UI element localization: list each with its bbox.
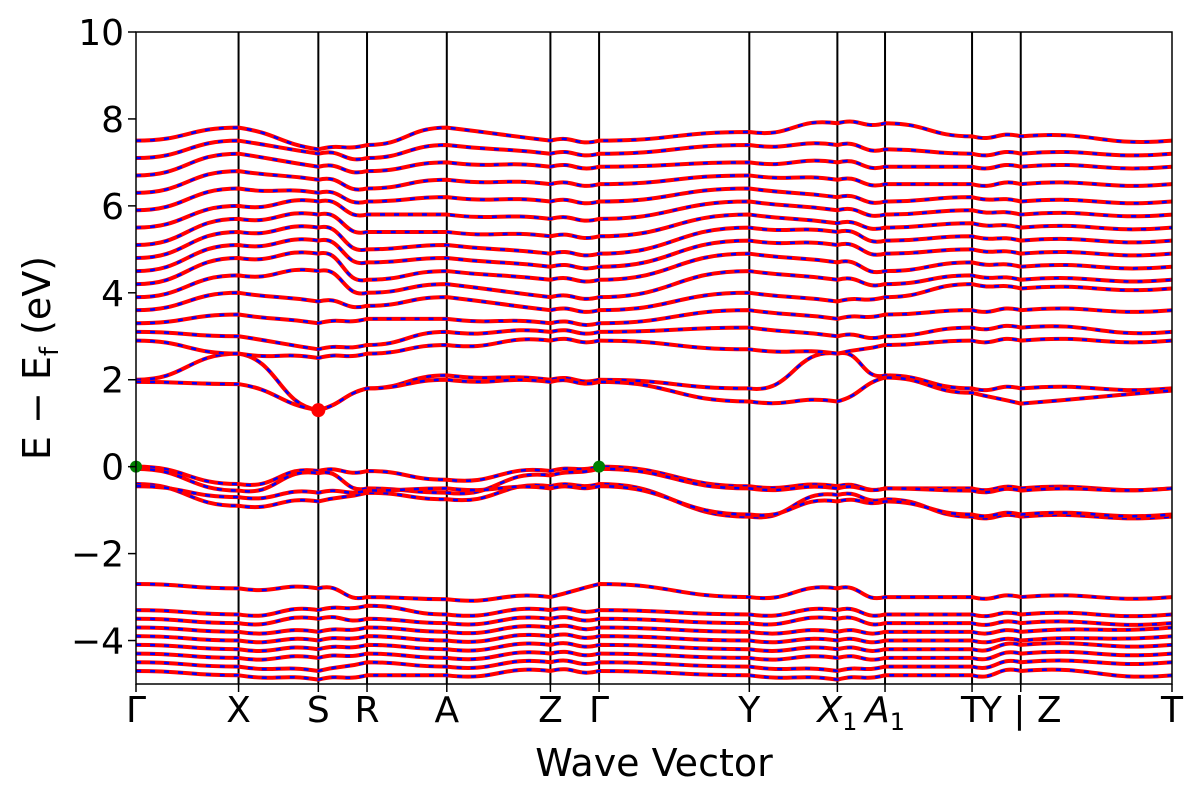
band-line-dashed-20 <box>136 120 1172 151</box>
x-tick-label-4: A <box>434 690 459 731</box>
x-tick-label-11: Y | Z <box>979 690 1062 731</box>
x-tick-label-0: Γ <box>126 690 146 731</box>
band-line-dashed-8 <box>136 307 1172 327</box>
band-line-dashed-12 <box>136 238 1172 273</box>
x-tick-label-2: S <box>307 690 330 731</box>
band-line-dashed-28 <box>136 659 1172 673</box>
y-axis-title-main: E − E <box>15 356 59 460</box>
x-tick-label-12: T <box>1160 690 1184 731</box>
y-axis-ticks: 10 8 6 4 2 0 −2 −4 <box>71 13 136 663</box>
band-line-dashed-26 <box>136 641 1172 653</box>
band-extrema-markers <box>130 403 606 473</box>
y-tick-label-7: −4 <box>71 622 124 663</box>
band-line-dashed-14 <box>136 212 1172 247</box>
vbm-marker-1 <box>593 460 606 473</box>
band-line-dashed-11 <box>136 251 1172 286</box>
band-line-dashed-10 <box>136 268 1172 301</box>
band-line-dashed-18 <box>136 152 1172 177</box>
x-tick-label-7: Y <box>737 690 761 731</box>
band-line-dashed-7 <box>136 324 1172 351</box>
y-axis-title-unit: (eV) <box>15 256 59 347</box>
x-axis-title: Wave Vector <box>535 741 773 785</box>
y-tick-label-3: 4 <box>101 274 124 315</box>
cbm-marker <box>311 403 326 418</box>
band-line-dashed-17 <box>136 169 1172 195</box>
band-line-dashed-6 <box>136 337 1172 360</box>
band-lines <box>136 119 1172 682</box>
band-line-dashed-5 <box>136 484 1172 518</box>
x-tick-label-3: R <box>355 690 380 731</box>
band-line-dashed-27 <box>136 650 1172 661</box>
y-axis-title: E − Ef (eV) <box>15 256 65 460</box>
y-tick-label-1: 8 <box>101 100 124 141</box>
y-tick-label-5: 0 <box>101 448 124 489</box>
band-line-dashed-24 <box>136 624 1172 635</box>
band-line-dashed-16 <box>136 187 1172 212</box>
y-tick-label-6: −2 <box>71 535 124 576</box>
x-tick-label-10: T <box>960 690 984 731</box>
x-tick-label-1: X <box>226 690 251 731</box>
y-tick-label-4: 2 <box>101 361 124 402</box>
y-tick-label-0: 10 <box>78 13 124 54</box>
x-tick-label-6: Γ <box>589 690 609 731</box>
x-tick-label-8: X1 <box>815 690 857 736</box>
y-tick-label-2: 6 <box>101 187 124 228</box>
band-line-15 <box>136 198 1172 230</box>
band-line-dashed-9 <box>136 282 1172 314</box>
band-line-dashed-25 <box>136 633 1172 644</box>
band-line-dashed-29 <box>136 668 1172 681</box>
band-line-dashed-22 <box>136 604 1172 618</box>
band-line-dashed-19 <box>136 139 1172 161</box>
y-axis-title-subscript: f <box>35 346 65 356</box>
band-line-dashed-23 <box>136 615 1172 627</box>
x-tick-label-5: Z <box>538 690 563 731</box>
plot-frame <box>135 31 1173 685</box>
band-line-dashed-21 <box>136 582 1172 603</box>
x-tick-label-9: A1 <box>863 690 905 736</box>
band-line-dashed-13 <box>136 225 1172 260</box>
band-line-dashed-2 <box>136 465 1172 492</box>
